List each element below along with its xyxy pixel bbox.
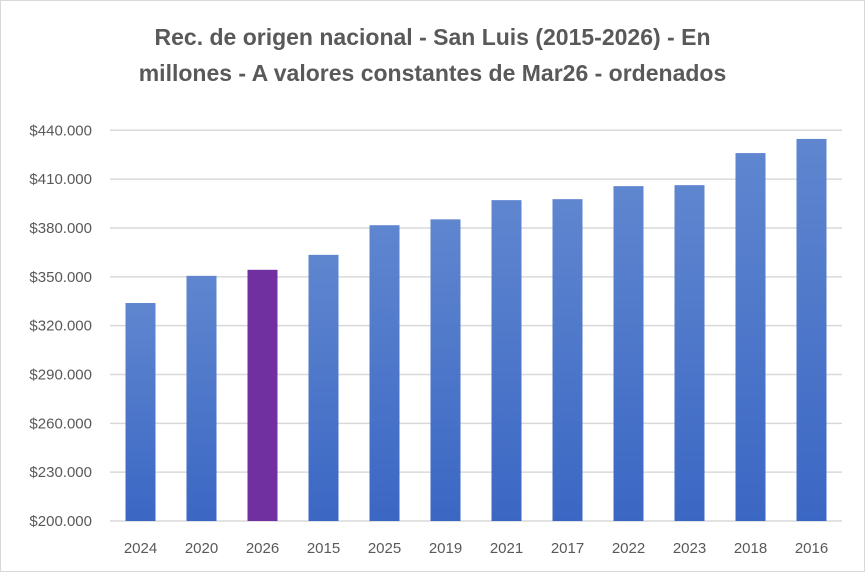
x-tick-label: 2018 <box>734 540 767 557</box>
y-tick-label: $350.000 <box>29 269 92 286</box>
bar-2017 <box>552 199 583 521</box>
bar-2019 <box>430 219 461 521</box>
x-tick-label: 2017 <box>551 540 584 557</box>
y-tick-label: $410.000 <box>29 171 92 188</box>
bar-2025 <box>369 225 400 522</box>
bar-2023 <box>674 185 705 521</box>
bar-2018 <box>735 153 766 522</box>
x-tick-label: 2015 <box>307 540 340 557</box>
bar-2020 <box>186 275 217 521</box>
bar-2016 <box>796 138 827 521</box>
y-tick-label: $320.000 <box>29 318 92 335</box>
chart-title-line-1: Rec. de origen nacional - San Luis (2015… <box>154 24 711 50</box>
y-tick-label: $230.000 <box>29 464 92 481</box>
x-tick-label: 2022 <box>612 540 645 557</box>
y-tick-label: $200.000 <box>29 513 92 530</box>
y-tick-label: $260.000 <box>29 415 92 432</box>
y-tick-label: $290.000 <box>29 366 92 383</box>
x-tick-label: 2024 <box>124 540 157 557</box>
bar-2015 <box>308 254 339 521</box>
x-tick-label: 2019 <box>429 540 462 557</box>
chart-title-line-2: millones - A valores constantes de Mar26… <box>138 60 727 86</box>
x-tick-label: 2020 <box>185 540 218 557</box>
x-tick-label: 2021 <box>490 540 523 557</box>
x-tick-label: 2025 <box>368 540 401 557</box>
x-tick-label: 2016 <box>795 540 828 557</box>
y-tick-label: $440.000 <box>29 122 92 139</box>
x-tick-label: 2023 <box>673 540 706 557</box>
bar-2026 <box>247 269 278 521</box>
bar-2022 <box>613 186 644 521</box>
x-tick-label: 2026 <box>246 540 279 557</box>
y-tick-label: $380.000 <box>29 220 92 237</box>
bar-2021 <box>491 200 522 521</box>
bar-2024 <box>125 303 156 521</box>
